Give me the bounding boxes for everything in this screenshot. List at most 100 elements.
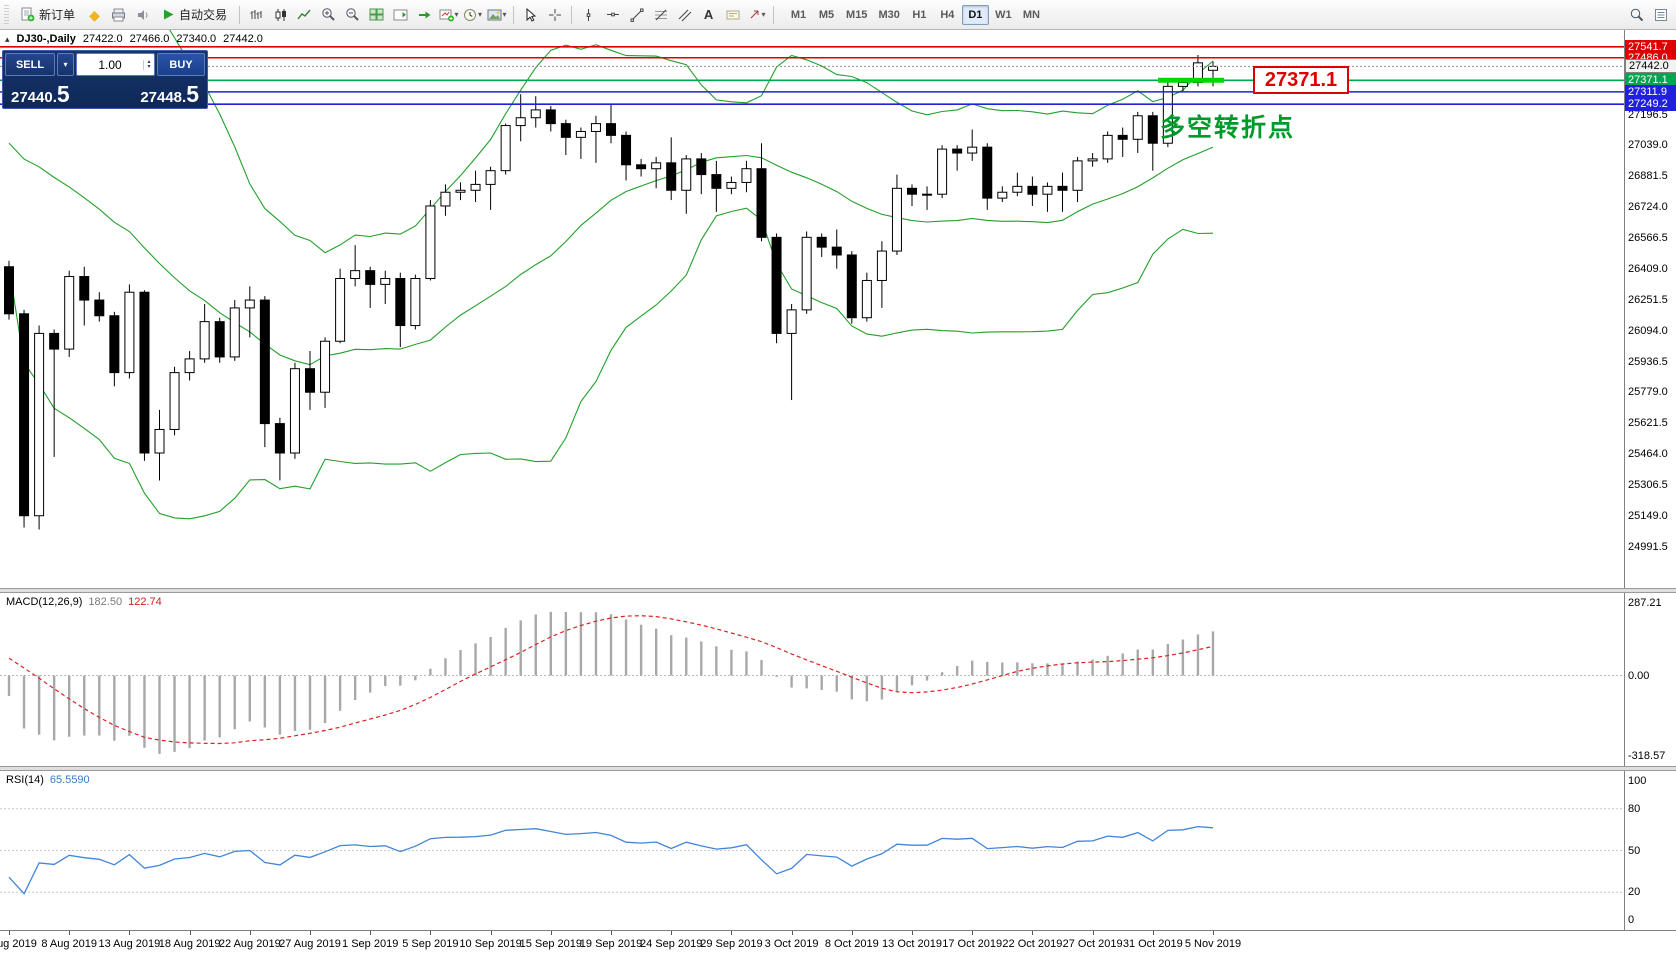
time-axis-tick — [731, 931, 733, 935]
toolbar-grip[interactable] — [4, 4, 9, 25]
turning-point-annotation[interactable]: 多空转折点 — [1160, 114, 1296, 142]
candlestick-icon — [275, 8, 287, 21]
tile-windows-button[interactable] — [365, 4, 388, 26]
auto-scroll-icon — [419, 11, 431, 18]
macd-indicator-panel[interactable] — [0, 593, 1624, 766]
macd-histogram — [7, 611, 1215, 754]
timeframe-m30-button[interactable]: M30 — [878, 8, 900, 21]
timeframe-m1-button[interactable]: M1 — [790, 8, 807, 21]
zoom-in-button[interactable] — [317, 4, 340, 26]
candlestick-mode-button[interactable] — [269, 4, 292, 26]
sound-button[interactable] — [131, 4, 154, 26]
diamond-icon: ◆ — [89, 6, 100, 23]
horizontal-line-tool-button[interactable] — [601, 4, 624, 26]
collapse-trade-panel-icon[interactable]: ▴ — [5, 33, 10, 44]
trendline-tool-button[interactable] — [625, 4, 648, 26]
autotrading-button[interactable]: 自动交易 — [155, 4, 234, 26]
macd-axis-label: 0.00 — [1628, 669, 1650, 682]
time-axis-tick — [430, 931, 432, 935]
search-button[interactable] — [1625, 4, 1648, 26]
time-axis-tick — [1092, 931, 1094, 935]
main-price-chart[interactable] — [0, 30, 1624, 588]
macd-axis-label: -318.57 — [1628, 750, 1666, 762]
ohlc-high: 27466.0 — [129, 33, 170, 45]
time-axis-tick — [189, 931, 191, 935]
order-type-dropdown[interactable]: ▾ — [57, 53, 74, 76]
sell-button[interactable]: SELL — [5, 53, 55, 76]
timeframe-buttons: M1 M5 M15 M30 H1 H4 D1 W1 MN — [785, 4, 1045, 25]
new-order-icon — [21, 7, 35, 22]
tile-windows-icon — [369, 8, 384, 20]
print-button[interactable] — [107, 4, 130, 26]
macd-signal-line — [8, 615, 1214, 745]
rsi-indicator-panel[interactable] — [0, 771, 1624, 930]
time-axis-label: 3 Oct 2019 — [764, 938, 819, 950]
volume-value: 1.00 — [98, 57, 122, 72]
time-axis-label: 27 Oct 2019 — [1062, 938, 1123, 950]
vertical-line-tool-button[interactable] — [577, 4, 600, 26]
auto-scroll-button[interactable] — [413, 4, 436, 26]
price-axis-label: 25149.0 — [1628, 509, 1668, 522]
panel-divider[interactable] — [0, 588, 1676, 593]
channel-tool-button[interactable] — [673, 4, 696, 26]
new-order-button[interactable]: 新订单 — [13, 4, 82, 26]
step-down-icon[interactable]: ▾ — [147, 63, 151, 70]
volume-field[interactable]: 1.00 ▴ ▾ — [76, 53, 155, 76]
objects-list-button[interactable] — [1649, 4, 1672, 26]
timeframe-h4-button[interactable]: H4 — [940, 8, 955, 21]
price-axis-label: 26094.0 — [1628, 324, 1668, 337]
price-axis-label: 25306.5 — [1628, 479, 1668, 492]
time-axis-tick — [1213, 931, 1214, 935]
time-axis-label: 24 Sep 2019 — [639, 938, 703, 950]
timeframe-w1-button[interactable]: W1 — [995, 8, 1012, 21]
price-callout-label[interactable]: 27371.1 — [1253, 66, 1349, 94]
toolbar-separator — [571, 5, 573, 24]
timeframe-m5-button[interactable]: M5 — [818, 8, 835, 21]
price-axis-label: 25621.5 — [1628, 417, 1668, 430]
one-click-trading-panel: SELL ▾ 1.00 ▴ ▾ BUY 27440. 5 27448. 5 — [2, 50, 208, 109]
rsi-axis-label: 50 — [1628, 844, 1641, 857]
panel-divider[interactable] — [0, 766, 1676, 771]
price-axis[interactable]: 27196.5 27039.0 26881.5 26724.0 26566.5 26409… — [1624, 30, 1676, 930]
time-axis-tick — [851, 931, 853, 935]
bollinger-bands — [8, 30, 1214, 520]
crosshair-button[interactable] — [543, 4, 566, 26]
chart-shift-button[interactable] — [389, 4, 412, 26]
timeframe-mn-button[interactable]: MN — [1022, 8, 1040, 21]
periods-button[interactable]: ▾ — [461, 4, 484, 26]
price-marker-27442.0: 27442.0 — [1625, 59, 1676, 74]
line-chart-icon — [297, 9, 311, 19]
cursor-button[interactable] — [519, 4, 542, 26]
macd-signal-value: 122.74 — [128, 596, 162, 608]
chart-shift-icon — [393, 9, 408, 20]
buy-button[interactable]: BUY — [157, 53, 205, 76]
crosshair-icon — [548, 8, 561, 21]
horizontal-level-lines[interactable] — [0, 46, 1624, 105]
arrows-tool-button[interactable]: ▾ — [745, 4, 768, 26]
time-axis-tick — [310, 931, 311, 935]
toolbar-separator — [513, 5, 515, 24]
time-axis-label: 1 Sep 2019 — [342, 938, 399, 950]
text-tool-button[interactable]: A — [697, 4, 720, 26]
bar-chart-mode-button[interactable] — [245, 4, 268, 26]
templates-button[interactable]: ▾ — [485, 4, 508, 26]
step-up-icon[interactable]: ▴ — [147, 58, 151, 65]
toolbar-separator — [239, 5, 241, 24]
timeframe-m15-button[interactable]: M15 — [846, 8, 868, 21]
trendline-icon — [630, 8, 644, 22]
zoom-out-button[interactable] — [341, 4, 364, 26]
text-label-tool-button[interactable] — [721, 4, 744, 26]
fibonacci-tool-button[interactable] — [649, 4, 672, 26]
line-chart-mode-button[interactable] — [293, 4, 316, 26]
time-axis-tick — [550, 931, 552, 935]
mql5-community-button[interactable]: ◆ — [83, 4, 106, 26]
volume-stepper[interactable]: ▴ ▾ — [143, 58, 154, 70]
price-axis-label: 26566.5 — [1628, 232, 1668, 245]
timeframe-h1-button[interactable]: H1 — [912, 8, 927, 21]
new-chart-button[interactable]: ▾ — [437, 4, 460, 26]
candlestick-series — [4, 54, 1218, 530]
sell-price: 27440. 5 — [11, 81, 70, 108]
macd-main-value: 182.50 — [88, 596, 123, 608]
timeframe-d1-button[interactable]: D1 — [961, 4, 989, 25]
